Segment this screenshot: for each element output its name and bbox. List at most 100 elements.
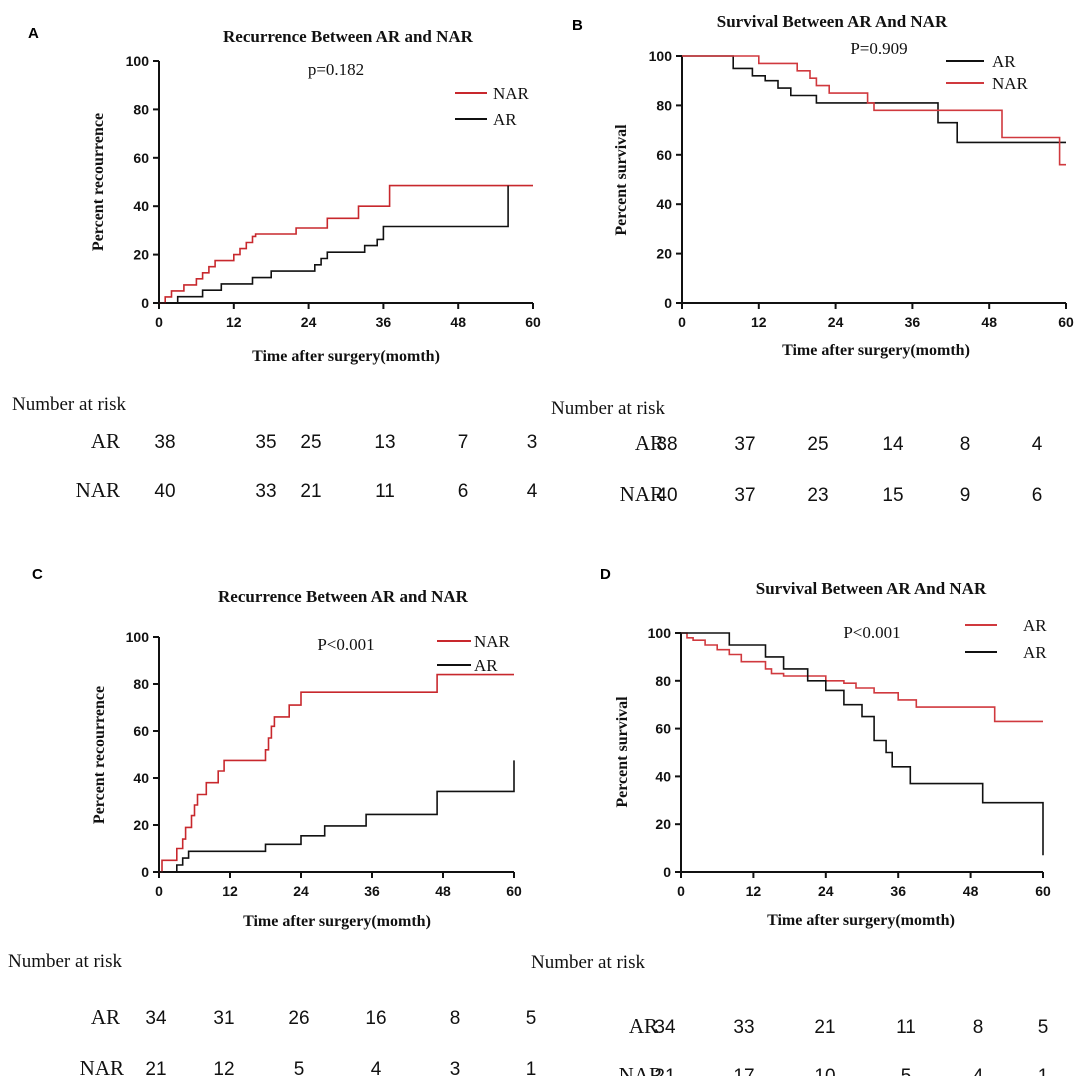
series-line-nar-1	[682, 55, 1066, 166]
risk-value: 23	[807, 485, 828, 506]
y-tick-label: 40	[655, 768, 671, 784]
panel-letter: D	[600, 566, 611, 583]
x-axis-label: Time after surgery(momth)	[243, 913, 431, 930]
x-tick-label: 24	[828, 314, 844, 330]
x-tick-label: 36	[890, 883, 906, 899]
panel-letter: C	[32, 566, 43, 583]
legend-label: NAR	[493, 84, 530, 103]
risk-row-label: AR	[635, 431, 664, 455]
x-tick-label: 36	[376, 314, 392, 330]
risk-value: 5	[901, 1066, 912, 1076]
panel-letter: A	[28, 25, 39, 42]
x-tick-label: 48	[963, 883, 979, 899]
series-line-ar-1	[159, 185, 509, 304]
x-tick-label: 12	[222, 883, 238, 899]
risk-row-label: NAR	[619, 1063, 663, 1076]
y-axis-label: Percent survival	[614, 696, 631, 808]
y-tick-label: 40	[133, 770, 149, 786]
risk-value: 33	[255, 481, 276, 502]
y-tick-label: 20	[133, 817, 149, 833]
legend-label: AR	[474, 656, 498, 675]
risk-value: 10	[814, 1066, 835, 1076]
risk-value: 3	[450, 1059, 461, 1076]
y-tick-label: 100	[648, 625, 672, 641]
y-tick-label: 20	[655, 816, 671, 832]
y-tick-label: 40	[133, 198, 149, 214]
p-value: P<0.001	[317, 635, 374, 654]
y-tick-label: 0	[664, 295, 672, 311]
legend-label: AR	[493, 110, 517, 129]
legend-label: NAR	[474, 632, 511, 651]
y-axis-label: Percent recourrence	[91, 686, 108, 824]
panel-d: D Survival Between AR And NAR P<0.001 0 20 40…	[531, 566, 1051, 1076]
risk-value: 33	[733, 1017, 754, 1038]
risk-value: 40	[656, 485, 677, 506]
x-tick-label: 0	[677, 883, 685, 899]
risk-value: 25	[300, 432, 321, 453]
series-line-nar-0	[159, 673, 514, 873]
series-line-ar-0	[681, 632, 1043, 723]
y-tick-label: 40	[656, 196, 672, 212]
risk-value: 3	[527, 432, 538, 453]
legend-label: AR	[1023, 616, 1047, 635]
risk-value: 21	[300, 481, 321, 502]
y-tick-label: 100	[126, 629, 150, 645]
risk-value: 7	[458, 432, 469, 453]
risk-value: 11	[896, 1017, 916, 1038]
risk-value: 26	[288, 1008, 309, 1029]
series-line-ar-1	[681, 632, 1044, 856]
risk-value: 37	[734, 434, 755, 455]
p-value: P=0.909	[850, 39, 907, 58]
risk-value: 31	[213, 1008, 234, 1029]
risk-table-header: Number at risk	[8, 951, 122, 972]
y-axis-label: Percent survival	[613, 124, 630, 236]
risk-value: 6	[458, 481, 469, 502]
risk-value: 11	[375, 481, 395, 502]
y-axis-label: Percent recourrence	[90, 113, 107, 251]
x-tick-label: 60	[1058, 314, 1074, 330]
y-tick-label: 0	[141, 864, 149, 880]
risk-table-header: Number at risk	[12, 394, 126, 415]
panel-c: C Recurrence Between AR and NAR P<0.001 0 20…	[8, 566, 536, 1076]
x-axis-label: Time after surgery(momth)	[782, 342, 970, 359]
risk-value: 5	[294, 1059, 305, 1076]
y-tick-label: 60	[133, 150, 149, 166]
y-tick-label: 100	[126, 53, 150, 69]
x-tick-label: 24	[818, 883, 834, 899]
risk-value: 4	[371, 1059, 382, 1076]
risk-row-label: NAR	[80, 1056, 124, 1076]
risk-value: 16	[365, 1008, 386, 1029]
legend-label: AR	[992, 52, 1016, 71]
risk-value: 4	[973, 1066, 984, 1076]
risk-value: 5	[1038, 1017, 1049, 1038]
risk-row-label: NAR	[76, 478, 120, 502]
risk-row-label: NAR	[620, 482, 664, 506]
risk-value: 21	[814, 1017, 835, 1038]
p-value: P<0.001	[843, 623, 900, 642]
x-tick-label: 48	[450, 314, 466, 330]
risk-value: 37	[734, 485, 755, 506]
x-axis-label: Time after surgery(momth)	[252, 348, 440, 365]
risk-value: 21	[145, 1059, 166, 1076]
series-line-ar-1	[159, 760, 515, 873]
x-tick-label: 60	[506, 883, 522, 899]
y-tick-label: 20	[656, 246, 672, 262]
risk-value: 17	[733, 1066, 754, 1076]
x-axis-label: Time after surgery(momth)	[767, 912, 955, 929]
x-tick-label: 0	[155, 883, 163, 899]
risk-value: 38	[154, 432, 175, 453]
risk-table-header: Number at risk	[551, 398, 665, 419]
y-tick-label: 60	[656, 147, 672, 163]
series-line-nar-0	[159, 184, 533, 304]
risk-value: 25	[807, 434, 828, 455]
chart-title: Survival Between AR And NAR	[756, 579, 987, 598]
x-tick-label: 24	[293, 883, 309, 899]
y-tick-label: 80	[656, 97, 672, 113]
x-tick-label: 24	[301, 314, 317, 330]
risk-row-label: AR	[91, 1005, 120, 1029]
risk-value: 8	[973, 1017, 984, 1038]
y-tick-label: 60	[655, 721, 671, 737]
risk-table-header: Number at risk	[531, 952, 645, 973]
y-tick-label: 0	[141, 295, 149, 311]
